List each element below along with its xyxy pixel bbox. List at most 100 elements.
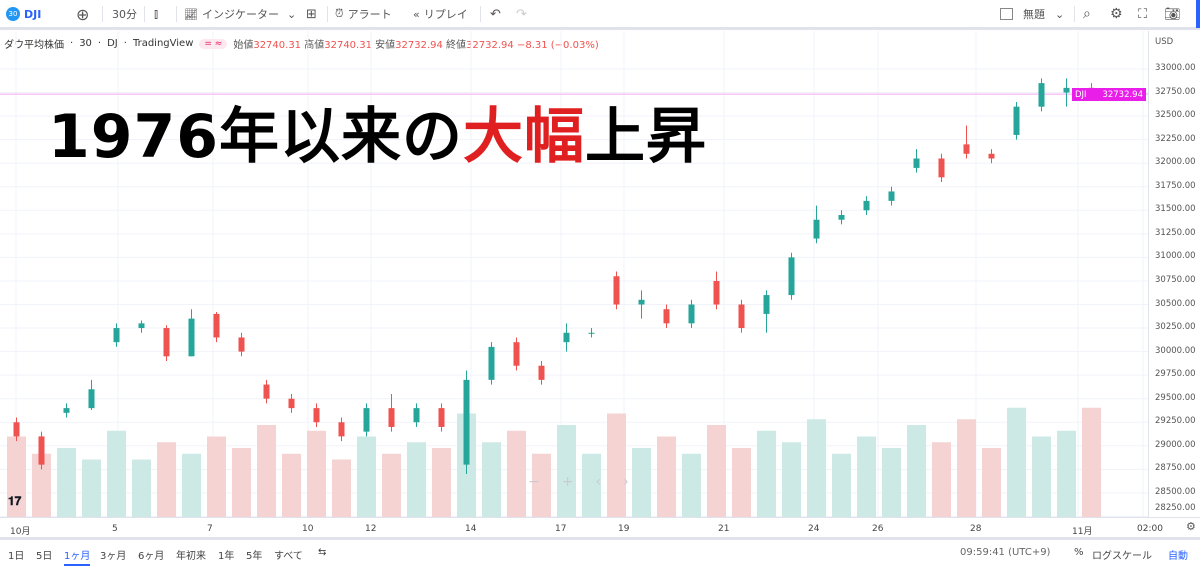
volume-bar: [907, 425, 926, 517]
publish-button[interactable]: [1196, 0, 1200, 28]
currency-selector[interactable]: USD: [1155, 37, 1174, 47]
interval-button[interactable]: 30分: [112, 8, 137, 21]
price-axis[interactable]: USD 33000.00 32750.00 32500.00 32250.00 3200…: [1148, 31, 1200, 517]
candle-body: [1038, 83, 1045, 107]
price-tick-label: 30250.00: [1155, 322, 1196, 333]
volume-bar: [832, 453, 851, 517]
axis-settings-gear-icon[interactable]: ⚙: [1186, 520, 1196, 533]
symbol-label: DJI: [24, 7, 42, 21]
replay-button[interactable]: «リプレイ: [413, 0, 468, 28]
headline-overlay: 1976年以来の大幅上昇: [48, 102, 707, 172]
candle-body: [513, 342, 520, 366]
candle-body: [988, 153, 995, 159]
candles-icon[interactable]: ⫾: [154, 6, 159, 22]
candle-body: [563, 332, 570, 343]
layout-name: 無題: [1023, 8, 1045, 21]
range-button-1[interactable]: 5日: [36, 551, 53, 562]
replay-icon: «: [413, 7, 420, 21]
zoom-in-icon[interactable]: +: [561, 474, 574, 490]
candle-body: [963, 144, 970, 154]
volume-bar: [132, 459, 151, 517]
range-button-4[interactable]: 6ヶ月: [138, 551, 165, 562]
fullscreen-icon[interactable]: ⛶: [1138, 6, 1148, 22]
candle-body: [813, 219, 820, 239]
layout-button[interactable]: 無題 ⌄: [1000, 0, 1064, 28]
candle-body: [138, 323, 145, 329]
zoom-out-icon[interactable]: −: [528, 474, 540, 490]
price-tick-label: 32000.00: [1155, 157, 1196, 168]
alert-label: アラート: [347, 8, 392, 21]
log-scale-toggle[interactable]: ログスケール: [1092, 551, 1152, 562]
time-tick-label: 17: [555, 524, 567, 534]
volume-bar: [932, 442, 951, 517]
candle-body: [438, 408, 445, 427]
legend-source: TradingView: [132, 38, 194, 49]
candle-body: [338, 422, 345, 437]
scroll-left-icon[interactable]: ‹: [595, 474, 602, 490]
volume-bar: [357, 436, 376, 517]
volume-bar: [507, 430, 526, 517]
price-tick-label: 32750.00: [1155, 86, 1196, 97]
volume-bar: [332, 459, 351, 517]
time-tick-label: 10月: [10, 527, 31, 537]
range-button-6[interactable]: 1年: [218, 551, 235, 562]
chevron-down-icon: ⌄: [1055, 7, 1065, 21]
candle-body: [638, 299, 645, 305]
price-chart[interactable]: [0, 31, 1148, 517]
candle-body: [738, 304, 745, 329]
legend-exchange: DJ: [107, 38, 118, 49]
templates-icon[interactable]: ⊞: [306, 6, 317, 22]
indicators-button[interactable]: 📈︎ インジケーター ⌄: [184, 0, 296, 28]
candle-body: [313, 408, 320, 423]
range-button-0[interactable]: 1日: [8, 551, 25, 562]
chevron-down-icon: ⌄: [286, 7, 297, 21]
time-tick-label: 28: [970, 524, 982, 534]
redo-icon[interactable]: ↷: [516, 6, 527, 22]
bottom-toolbar: 1日 5日 1ヶ月 3ヶ月 6ヶ月 年初来 1年 5年 すべて ⇆ 09:59:41 (UTC+9)…: [0, 537, 1200, 568]
plus-circle-icon[interactable]: ⊕: [76, 4, 90, 24]
candle-body: [463, 379, 470, 465]
tradingview-logo[interactable]: 𝟏𝟕: [8, 494, 22, 508]
volume-bar: [382, 453, 401, 517]
range-button-8[interactable]: すべて: [274, 551, 303, 562]
symbol-search-button[interactable]: 30 DJI: [6, 0, 41, 28]
clock-label[interactable]: 09:59:41 (UTC+9): [960, 547, 1051, 558]
indicators-icon: 📈︎: [184, 7, 198, 21]
candle-body: [238, 337, 245, 352]
range-button-2[interactable]: 1ヶ月: [64, 547, 91, 566]
volume-bar: [807, 419, 826, 517]
search-icon[interactable]: ⌕: [1083, 6, 1091, 22]
candle-body: [188, 318, 195, 357]
last-price-label: DJI 32732.94: [1072, 88, 1146, 101]
candle-body: [688, 304, 695, 324]
camera-icon[interactable]: 📷︎: [1164, 6, 1181, 22]
legend-interval: 30: [79, 38, 92, 49]
candle-body: [838, 215, 845, 220]
price-tick-label: 31750.00: [1155, 180, 1196, 191]
alert-button[interactable]: ⏰︎ アラート: [335, 0, 392, 28]
time-axis[interactable]: 10月 5 7 10 12 14 17 19 21 24 26 28 11月 02:00: [0, 517, 1200, 537]
price-tick-label: 32250.00: [1155, 133, 1196, 144]
price-tick-label: 33000.00: [1155, 63, 1196, 73]
replay-label: リプレイ: [423, 8, 468, 21]
undo-icon[interactable]: ↶: [490, 6, 501, 22]
candle-body: [713, 280, 720, 305]
range-button-7[interactable]: 5年: [246, 551, 263, 562]
top-toolbar: 30 DJI ⊕ 30分 ⫾ 📈︎ インジケーター ⌄ ⊞ ⏰︎ アラート «リプレイ…: [0, 0, 1200, 30]
date-range-icon[interactable]: ⇆: [318, 547, 327, 558]
volume-bar: [432, 448, 451, 517]
volume-bar: [107, 430, 126, 517]
auto-scale-toggle[interactable]: 自動: [1168, 551, 1188, 562]
volume-bar: [632, 448, 651, 517]
gear-icon[interactable]: ⚙: [1110, 6, 1123, 22]
percent-toggle[interactable]: %: [1074, 547, 1084, 558]
price-tick-label: 31500.00: [1155, 204, 1196, 215]
range-button-3[interactable]: 3ヶ月: [100, 551, 127, 562]
legend-name: ダウ平均株価: [4, 40, 64, 51]
price-tick-label: 29500.00: [1155, 392, 1196, 403]
candle-body: [938, 158, 945, 178]
alarm-clock-icon: ⏰︎: [335, 7, 344, 20]
scroll-right-icon[interactable]: ›: [623, 474, 629, 490]
range-button-5[interactable]: 年初来: [176, 551, 206, 562]
volume-bar: [307, 430, 326, 517]
